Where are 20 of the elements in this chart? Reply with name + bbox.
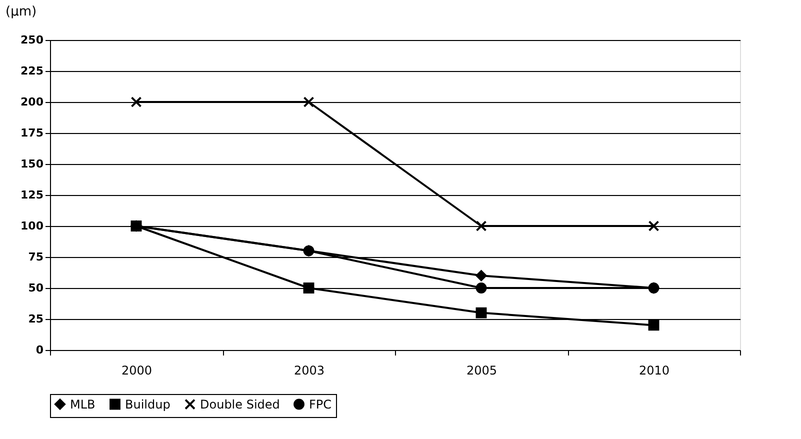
legend-label: Buildup <box>125 397 170 412</box>
legend-label: MLB <box>70 397 96 412</box>
x-tick-label: 2003 <box>294 364 325 378</box>
y-tick-label: 150 <box>20 158 44 170</box>
x-tick-label: 2000 <box>121 364 152 378</box>
y-axis-title: (μm) <box>6 4 37 20</box>
legend-label: FPC <box>309 397 332 412</box>
y-tick-label: 125 <box>20 188 44 202</box>
x-tick-label: 2005 <box>466 364 498 378</box>
y-tick-label: 200 <box>20 96 44 108</box>
y-tick-label: 100 <box>20 220 44 232</box>
y-tick-label: 0 <box>36 344 44 356</box>
y-tick-label: 75 <box>28 250 44 264</box>
y-tick-label: 225 <box>20 64 44 78</box>
y-tick-label: 175 <box>20 126 44 140</box>
y-tick-label: 25 <box>28 312 44 326</box>
x-tick-label: 2010 <box>638 364 670 378</box>
y-tick-label: 50 <box>28 282 44 294</box>
legend-label: Double Sided <box>200 397 280 412</box>
y-tick-label: 250 <box>20 34 44 46</box>
